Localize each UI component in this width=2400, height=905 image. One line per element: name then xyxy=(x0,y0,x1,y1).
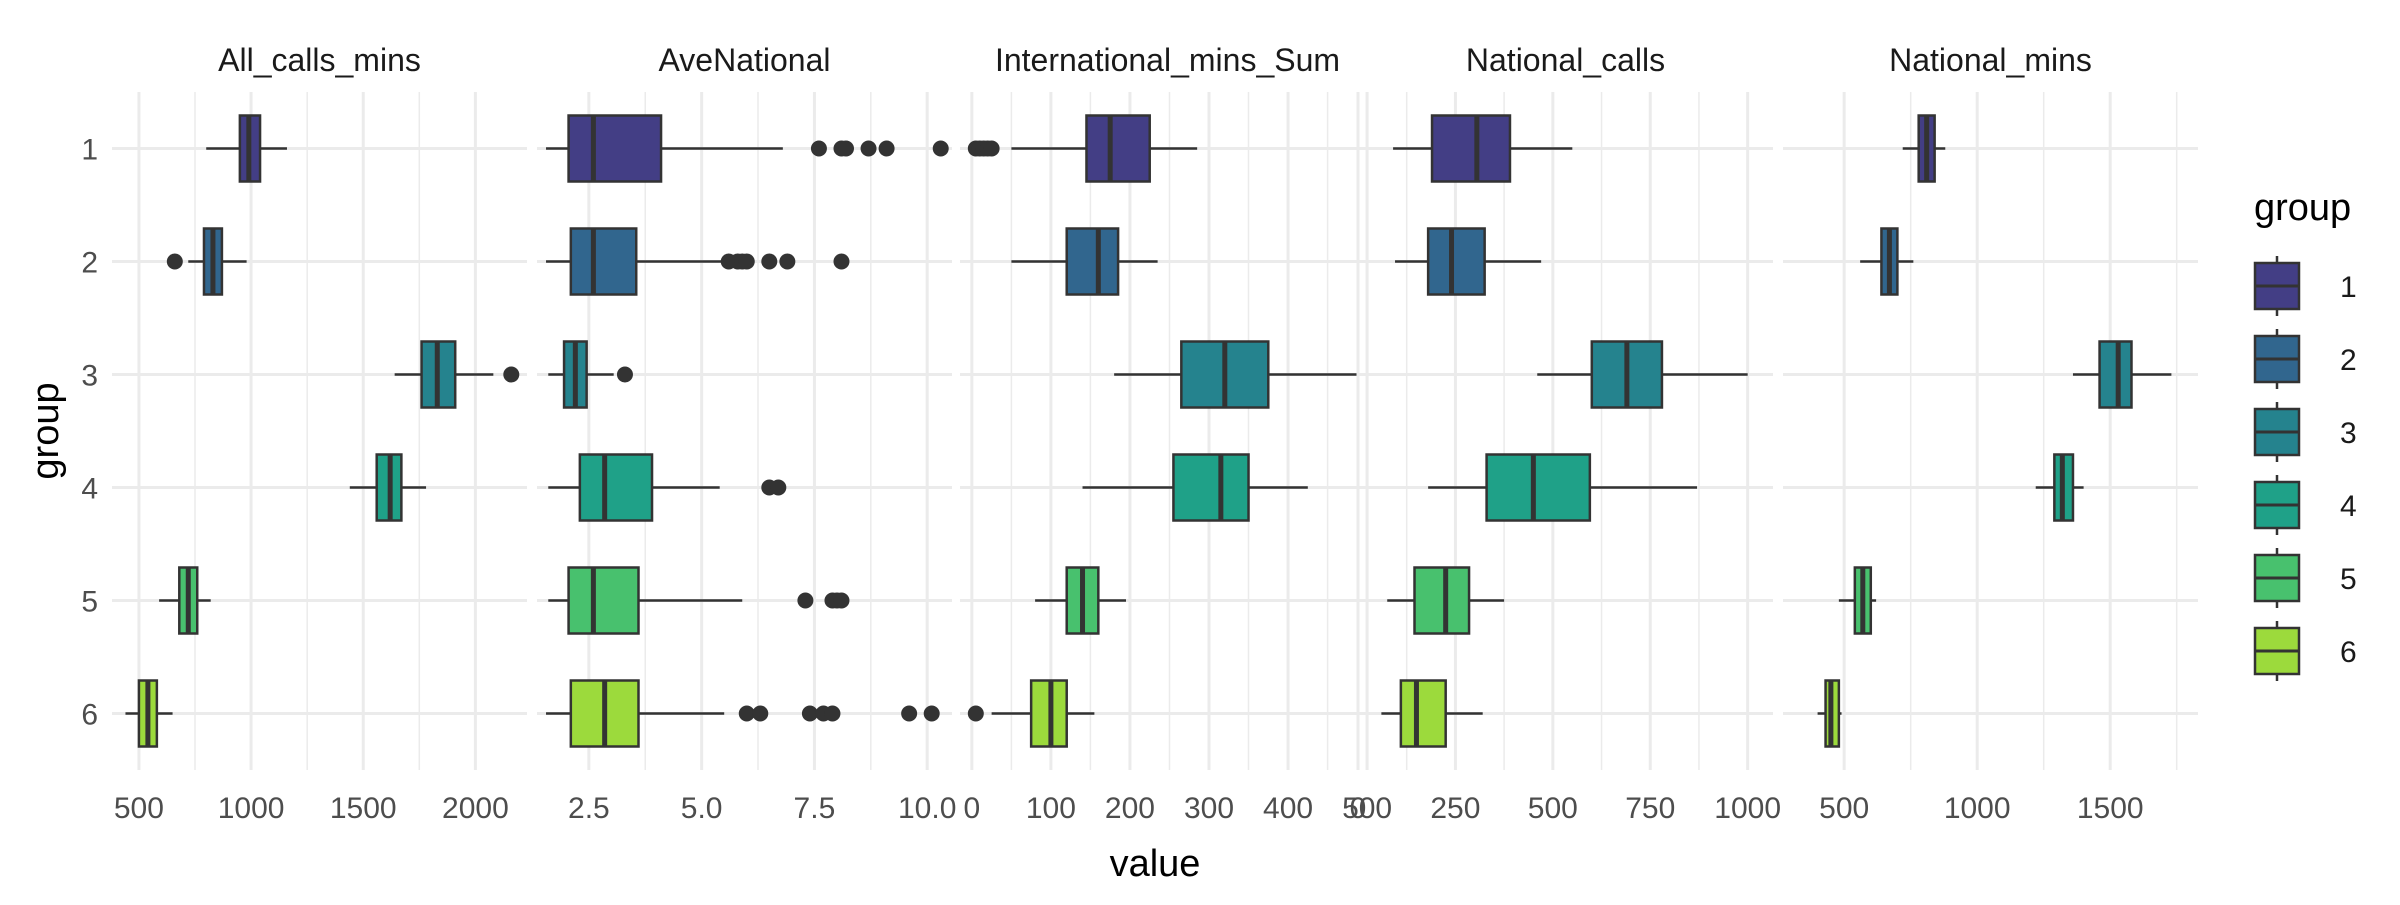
facet-title: International_mins_Sum xyxy=(995,42,1340,78)
box-group-1 xyxy=(1430,114,1512,183)
box-group-4 xyxy=(578,453,654,522)
x-tick-label: 2000 xyxy=(442,792,509,825)
x-tick-label: 1000 xyxy=(1714,792,1781,825)
outlier-point xyxy=(797,592,814,609)
box-group-4 xyxy=(1485,453,1592,522)
facet-title: All_calls_mins xyxy=(218,42,421,78)
facet-panel: National_calls 0 250 500 750 1000 xyxy=(1350,42,1781,825)
y-tick-label: 5 xyxy=(81,586,98,619)
y-tick-label: 4 xyxy=(81,473,98,506)
x-tick-label: 500 xyxy=(1819,792,1869,825)
legend-entry-label: 6 xyxy=(2340,636,2357,669)
x-tick-label: 500 xyxy=(114,792,164,825)
x-tick-label: 0 xyxy=(1350,792,1367,825)
facet-title: AveNational xyxy=(659,42,831,78)
facet-panel: International_mins_Sum 0 100 200 300 400 500 xyxy=(960,42,1392,825)
y-tick-label: 2 xyxy=(81,247,98,280)
legend-title: group xyxy=(2254,187,2351,229)
x-tick-label: 2.5 xyxy=(568,792,610,825)
facet-panel: AveNational 2.5 5.0 7.5 10.0 xyxy=(537,42,956,825)
outlier-point xyxy=(503,366,520,383)
facet-panel: All_calls_mins 500 1000 1500 2000 xyxy=(112,42,527,825)
y-tick-label: 1 xyxy=(81,134,98,167)
x-tick-label: 300 xyxy=(1184,792,1234,825)
x-tick-label: 500 xyxy=(1342,792,1392,825)
outlier-point xyxy=(779,253,796,270)
outlier-point xyxy=(901,705,918,722)
outlier-point xyxy=(860,140,877,157)
legend-entry-label: 3 xyxy=(2340,417,2357,450)
legend-entry-label: 4 xyxy=(2340,490,2357,523)
outlier-point xyxy=(166,253,183,270)
box-group-5 xyxy=(567,566,640,635)
x-tick-label: 10.0 xyxy=(898,792,956,825)
box-group-5 xyxy=(1413,566,1471,635)
x-tick-label: 200 xyxy=(1105,792,1155,825)
x-tick-label: 1500 xyxy=(330,792,397,825)
outlier-point xyxy=(738,705,755,722)
outlier-point xyxy=(770,479,787,496)
outlier-point xyxy=(837,140,854,157)
facet-panel: National_mins 500 1000 1500 xyxy=(1783,42,2198,825)
outlier-point xyxy=(824,705,841,722)
y-tick-label: 6 xyxy=(81,699,98,732)
legend-entry-label: 1 xyxy=(2340,271,2357,304)
x-tick-label: 100 xyxy=(1026,792,1076,825)
x-tick-label: 250 xyxy=(1430,792,1480,825)
box-group-6 xyxy=(1399,679,1447,748)
outlier-point xyxy=(616,366,633,383)
outlier-point xyxy=(738,253,755,270)
box-group-3 xyxy=(2098,340,2133,409)
outlier-point xyxy=(878,140,895,157)
x-tick-label: 0 xyxy=(964,792,981,825)
outlier-point xyxy=(833,592,850,609)
facet-title: National_mins xyxy=(1889,42,2092,78)
box-group-4 xyxy=(1172,453,1250,522)
y-tick-label: 3 xyxy=(81,360,98,393)
outlier-point xyxy=(923,705,940,722)
outlier-point xyxy=(810,140,827,157)
box-group-2 xyxy=(1065,227,1120,296)
outlier-point xyxy=(967,705,984,722)
x-tick-label: 5.0 xyxy=(681,792,723,825)
x-tick-label: 750 xyxy=(1625,792,1675,825)
outlier-point xyxy=(761,253,778,270)
x-tick-label: 1000 xyxy=(218,792,285,825)
outlier-point xyxy=(932,140,949,157)
box-group-1 xyxy=(1085,114,1151,183)
box-group-1 xyxy=(567,114,663,183)
x-axis-title: value xyxy=(1110,843,1201,885)
x-tick-label: 7.5 xyxy=(794,792,836,825)
x-tick-label: 500 xyxy=(1528,792,1578,825)
legend: group 1 2 3 4 5 6 xyxy=(2253,187,2357,681)
legend-entry-label: 2 xyxy=(2340,344,2357,377)
y-axis-title: group xyxy=(25,382,67,479)
x-tick-label: 1000 xyxy=(1944,792,2011,825)
facet-title: National_calls xyxy=(1466,42,1665,78)
box-group-2 xyxy=(1426,227,1486,296)
x-tick-label: 400 xyxy=(1263,792,1313,825)
outlier-point xyxy=(833,253,850,270)
outlier-point xyxy=(752,705,769,722)
outlier-point xyxy=(801,705,818,722)
x-tick-label: 1500 xyxy=(2077,792,2144,825)
outlier-point xyxy=(983,140,1000,157)
box-group-2 xyxy=(569,227,638,296)
legend-entry-label: 5 xyxy=(2340,563,2357,596)
